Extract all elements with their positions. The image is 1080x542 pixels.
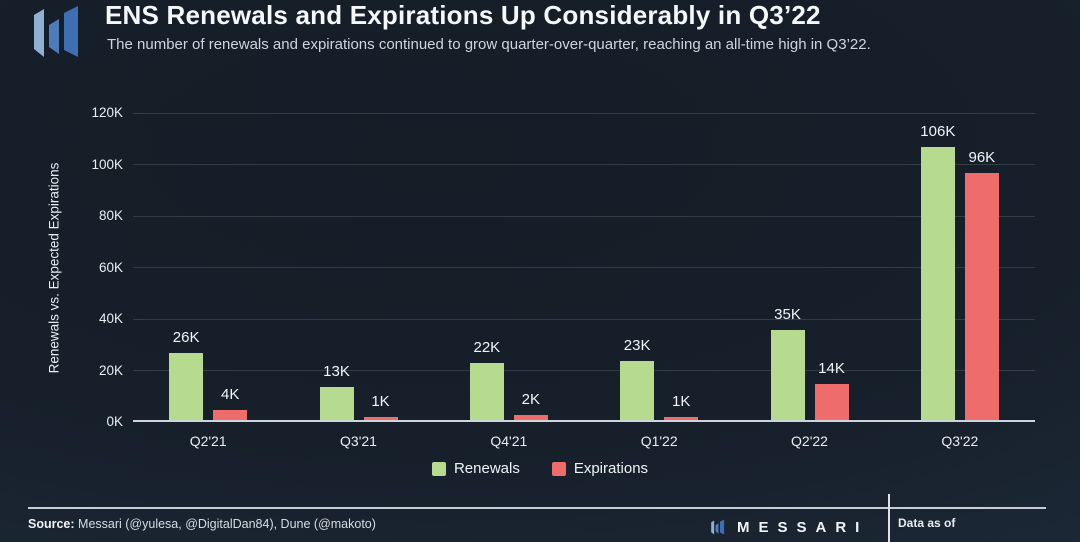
x-tick-label: Q1'22 bbox=[640, 433, 678, 449]
bar-renewals-q2-21 bbox=[169, 353, 204, 420]
bar-renewals-q1-22 bbox=[620, 360, 655, 420]
legend-item-expirations: Expirations bbox=[551, 460, 649, 477]
bar-value-label: 14K bbox=[818, 359, 845, 377]
bar-renewals-q2-22 bbox=[770, 329, 805, 420]
source-text: Messari (@yulesa, @DigitalDan84), Dune (… bbox=[78, 517, 376, 531]
y-tick-label: 120K bbox=[91, 105, 123, 120]
bar-expirations-q2-22 bbox=[814, 383, 849, 420]
expirations-swatch-icon bbox=[551, 461, 566, 476]
bar-value-label: 1K bbox=[371, 393, 390, 411]
x-tick-label: Q3'21 bbox=[340, 433, 377, 449]
bar-expirations-q3-22 bbox=[964, 172, 999, 420]
x-tick-label: Q4'21 bbox=[490, 433, 528, 449]
legend-label-renewals: Renewals bbox=[453, 460, 520, 477]
footer-vertical-divider bbox=[888, 494, 890, 542]
bar-value-label: 4K bbox=[220, 385, 240, 403]
x-tick-label: Q2'22 bbox=[791, 433, 828, 449]
gridline bbox=[133, 318, 1035, 320]
renewals-swatch-icon bbox=[431, 461, 446, 476]
source-attribution: Source: Messari (@yulesa, @DigitalDan84)… bbox=[28, 517, 376, 531]
page-title: ENS Renewals and Expirations Up Consider… bbox=[105, 0, 821, 30]
bar-value-label: 23K bbox=[623, 336, 651, 354]
messari-wordmark-icon bbox=[711, 519, 725, 535]
gridline bbox=[133, 164, 1035, 165]
bar-value-label: 22K bbox=[473, 339, 501, 357]
bar-expirations-q2-21 bbox=[213, 409, 248, 420]
x-axis-baseline bbox=[133, 420, 1035, 422]
bar-value-label: 13K bbox=[323, 362, 350, 380]
y-tick-label: 100K bbox=[91, 156, 123, 172]
y-axis-label: Renewals vs. Expected Expirations bbox=[46, 162, 62, 374]
messari-wordmark-text: MESSARI bbox=[737, 519, 869, 536]
bar-value-label: 26K bbox=[172, 329, 200, 347]
y-tick-label: 60K bbox=[98, 259, 123, 275]
source-label: Source: bbox=[28, 517, 75, 531]
gridline bbox=[133, 215, 1035, 217]
gridline bbox=[133, 267, 1035, 268]
messari-wordmark: MESSARI bbox=[710, 519, 868, 536]
messari-logo-icon bbox=[34, 6, 78, 57]
legend: Renewals Expirations bbox=[0, 460, 1080, 477]
bar-renewals-q4-21 bbox=[469, 363, 504, 420]
gridline bbox=[133, 370, 1035, 371]
page-subtitle: The number of renewals and expirations c… bbox=[107, 36, 871, 53]
footer-divider bbox=[28, 507, 1046, 509]
data-as-of-label: Data as of bbox=[898, 516, 956, 530]
legend-label-expirations: Expirations bbox=[573, 460, 649, 477]
bar-expirations-q1-22 bbox=[664, 417, 699, 420]
bar-value-label: 2K bbox=[521, 390, 541, 408]
bar-value-label: 35K bbox=[774, 305, 801, 323]
bar-expirations-q4-21 bbox=[513, 414, 548, 420]
bar-value-label: 96K bbox=[968, 148, 996, 166]
bar-value-label: 1K bbox=[671, 393, 691, 411]
y-tick-label: 80K bbox=[98, 208, 123, 223]
bar-renewals-q3-22 bbox=[920, 147, 955, 420]
y-tick-label: 40K bbox=[98, 311, 123, 326]
gridline bbox=[133, 112, 1035, 114]
legend-item-renewals: Renewals bbox=[431, 460, 520, 477]
y-tick-label: 20K bbox=[98, 362, 123, 378]
x-tick-label: Q2'21 bbox=[189, 433, 227, 449]
x-tick-label: Q3'22 bbox=[941, 433, 979, 449]
bar-expirations-q3-21 bbox=[363, 417, 398, 420]
y-tick-label: 0K bbox=[106, 414, 123, 429]
bar-value-label: 106K bbox=[920, 123, 956, 141]
plot-area: 120K 100K 80K 60K 40K 20K 0K Q2'21 26K 4K Q3'21 13K… bbox=[91, 105, 1035, 449]
bar-renewals-q3-21 bbox=[319, 386, 354, 420]
